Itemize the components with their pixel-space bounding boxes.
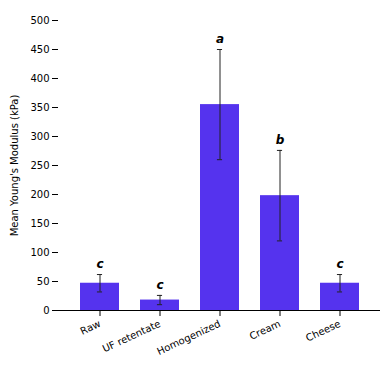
svg-text:0: 0 xyxy=(43,305,49,316)
svg-text:400: 400 xyxy=(30,73,49,84)
svg-text:200: 200 xyxy=(30,189,49,200)
svg-text:300: 300 xyxy=(30,131,49,142)
svg-text:Cheese: Cheese xyxy=(304,318,342,344)
svg-text:c: c xyxy=(96,257,103,271)
svg-text:a: a xyxy=(216,32,224,46)
svg-text:Homogenized: Homogenized xyxy=(155,318,222,357)
svg-text:c: c xyxy=(156,278,163,292)
svg-text:100: 100 xyxy=(30,247,49,258)
svg-text:150: 150 xyxy=(30,218,49,229)
svg-text:Raw: Raw xyxy=(78,318,102,337)
svg-text:350: 350 xyxy=(30,102,49,113)
svg-text:450: 450 xyxy=(30,44,49,55)
svg-text:Mean Young's Modulus (kPa): Mean Young's Modulus (kPa) xyxy=(9,95,20,237)
svg-text:b: b xyxy=(276,133,285,147)
svg-text:UF retentate: UF retentate xyxy=(101,318,163,355)
svg-text:500: 500 xyxy=(30,15,49,26)
svg-text:250: 250 xyxy=(30,160,49,171)
svg-text:c: c xyxy=(336,257,343,271)
svg-text:Cream: Cream xyxy=(248,318,282,342)
svg-text:50: 50 xyxy=(37,276,50,287)
